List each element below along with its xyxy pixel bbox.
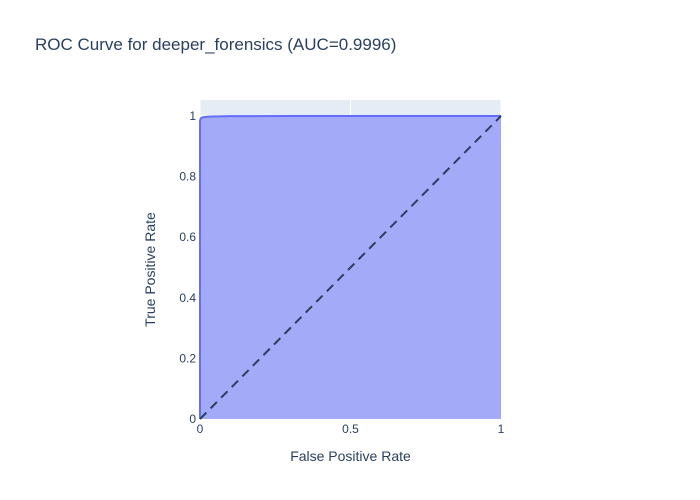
series-layer xyxy=(199,115,502,420)
y-axis-title: True Positive Rate xyxy=(142,212,158,327)
y-tick-label: 0.8 xyxy=(179,170,196,184)
y-tick-label: 0.6 xyxy=(179,230,196,244)
y-tick-label: 0.2 xyxy=(179,351,196,365)
chart-title: ROC Curve for deeper_forensics (AUC=0.99… xyxy=(35,35,396,54)
x-tick-label: 1 xyxy=(498,422,505,436)
x-axis-title: False Positive Rate xyxy=(290,448,411,464)
diagonal-reference-line xyxy=(199,115,502,420)
x-tick-label: 0 xyxy=(197,422,204,436)
y-axis-ticks: 0 0.2 0.4 0.6 0.8 1 xyxy=(179,109,196,426)
roc-curve-line xyxy=(199,115,501,419)
y-tick-label: 0 xyxy=(189,412,196,426)
y-tick-label: 1 xyxy=(189,109,196,123)
y-tick-label: 0.4 xyxy=(179,291,196,305)
x-axis-ticks: 0 0.5 1 xyxy=(197,422,505,436)
x-tick-label: 0.5 xyxy=(342,422,359,436)
